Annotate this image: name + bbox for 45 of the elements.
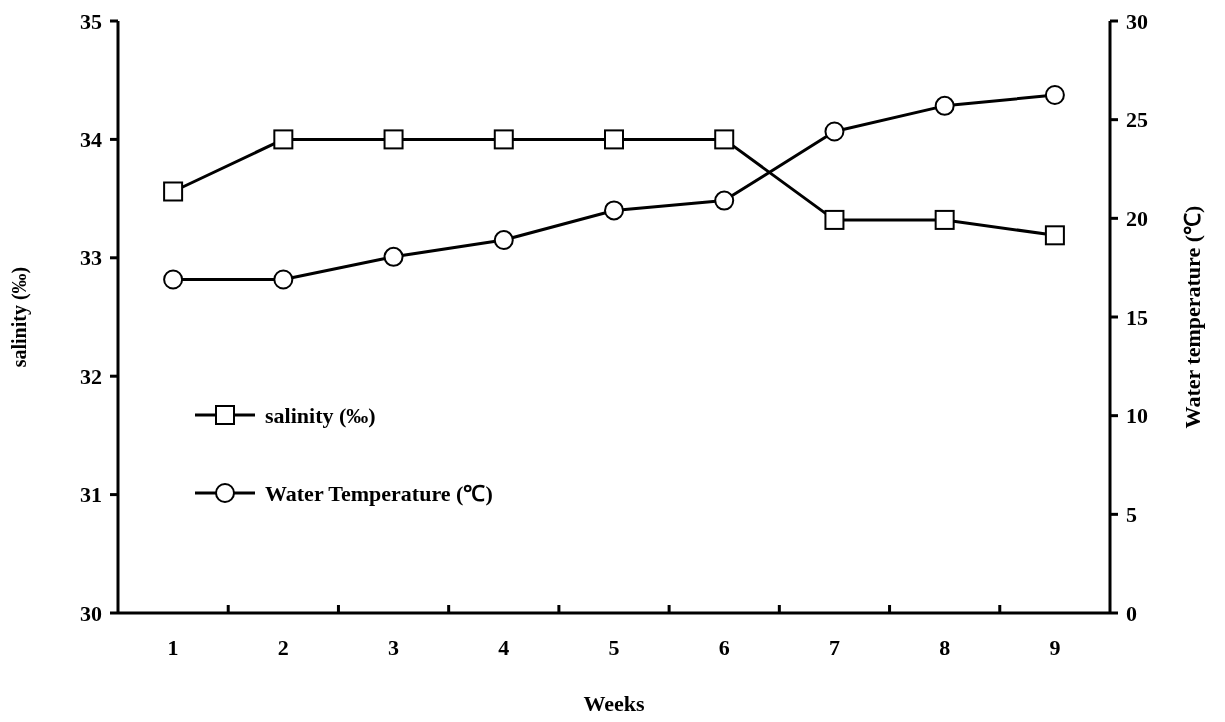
y2-tick-label: 20 [1126, 205, 1148, 231]
point [1044, 225, 1065, 246]
y-tick-label: 32 [80, 363, 102, 389]
point [934, 209, 955, 230]
y-tick-label: 30 [80, 600, 102, 626]
point [824, 121, 845, 142]
x-tick-label: 7 [828, 635, 840, 660]
point [273, 269, 294, 290]
x-axis-title: Weeks [583, 691, 645, 716]
y2-tick-label: 30 [1126, 8, 1148, 34]
y-axis-title: salinity (‰) [8, 266, 31, 368]
x-tick-label: 5 [608, 635, 620, 660]
x-tick-label: 1 [167, 635, 179, 660]
point [604, 129, 624, 150]
point [934, 95, 955, 116]
y-tick-label: 31 [80, 482, 102, 508]
y-tick-label: 35 [80, 8, 102, 34]
x-tick-label: 3 [388, 635, 400, 660]
point [273, 129, 294, 150]
point [383, 129, 404, 150]
y-tick-label: 34 [80, 126, 102, 152]
y-tick-label: 33 [80, 245, 102, 271]
point [824, 209, 845, 230]
x-tick-label: 2 [277, 635, 289, 660]
y2-tick-label: 15 [1126, 304, 1148, 330]
legend-label: salinity (‰) [265, 402, 376, 428]
point [163, 269, 184, 290]
x-tick-label: 9 [1049, 635, 1061, 660]
legend-label: Water Temperature (℃) [265, 480, 493, 506]
y2-axis-title: Water temperature (℃) [1180, 205, 1205, 429]
point [493, 230, 514, 251]
y2-tick-label: 10 [1126, 403, 1148, 429]
x-tick-label: 8 [939, 635, 951, 660]
y2-tick-label: 0 [1126, 600, 1137, 626]
x-tick-label: 6 [718, 635, 730, 660]
point [383, 246, 404, 267]
point [163, 181, 184, 202]
point [493, 129, 514, 150]
y2-tick-label: 25 [1126, 107, 1148, 133]
y2-tick-label: 5 [1126, 501, 1137, 527]
point [604, 200, 624, 221]
x-tick-label: 4 [498, 635, 510, 660]
point [714, 190, 735, 211]
point [714, 129, 735, 150]
point [1044, 85, 1065, 105]
